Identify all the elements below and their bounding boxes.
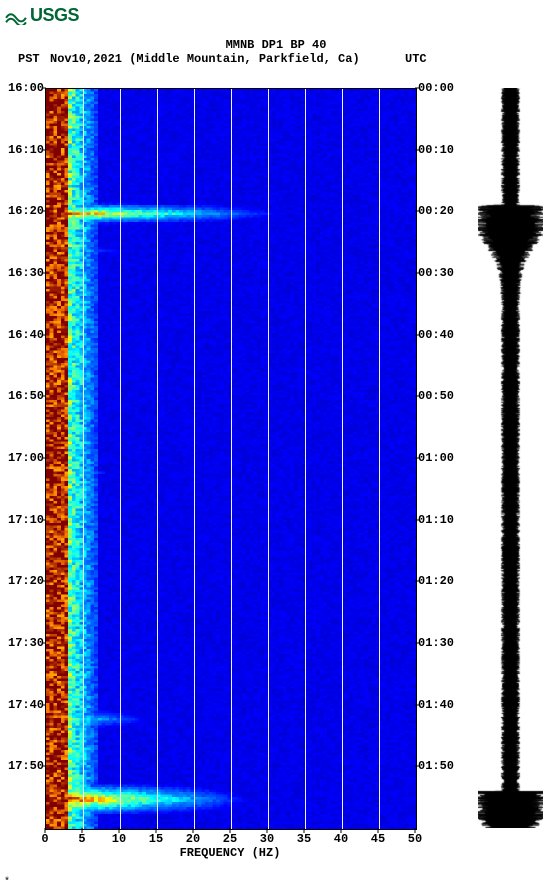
tick — [42, 766, 46, 767]
ytick-right: 01:50 — [418, 759, 458, 773]
spectrogram-plot — [45, 88, 417, 830]
xtick: 25 — [223, 832, 237, 846]
ytick-left: 17:10 — [8, 513, 44, 527]
tick — [42, 396, 46, 397]
xtick: 40 — [334, 832, 348, 846]
usgs-logo: USGS — [5, 5, 79, 26]
tick — [415, 273, 419, 274]
xtick: 0 — [41, 832, 48, 846]
tick — [415, 519, 419, 520]
tick — [415, 149, 419, 150]
gridline — [120, 89, 121, 829]
xtick: 50 — [408, 832, 422, 846]
pst-label: PST — [18, 52, 40, 66]
xtick: 35 — [297, 832, 311, 846]
ytick-left: 17:00 — [8, 451, 44, 465]
tick — [415, 211, 419, 212]
ytick-right: 01:40 — [418, 698, 458, 712]
gridline — [379, 89, 380, 829]
ytick-left: 16:30 — [8, 266, 44, 280]
tick — [42, 273, 46, 274]
ytick-left: 16:50 — [8, 389, 44, 403]
ytick-right: 01:10 — [418, 513, 458, 527]
wave-icon — [5, 7, 27, 25]
gridline — [342, 89, 343, 829]
ytick-right: 00:30 — [418, 266, 458, 280]
tick — [415, 766, 419, 767]
ytick-left: 16:10 — [8, 143, 44, 157]
chart-title: MMNB DP1 BP 40 — [0, 38, 552, 52]
tick — [42, 458, 46, 459]
xtick: 20 — [186, 832, 200, 846]
gridline — [83, 89, 84, 829]
tick — [42, 88, 46, 89]
ytick-left: 16:00 — [8, 81, 44, 95]
xtick: 45 — [371, 832, 385, 846]
tick — [415, 396, 419, 397]
ytick-right: 00:10 — [418, 143, 458, 157]
tick — [42, 334, 46, 335]
ytick-left: 16:40 — [8, 328, 44, 342]
ytick-left: 17:40 — [8, 698, 44, 712]
xtick: 10 — [112, 832, 126, 846]
gridline — [231, 89, 232, 829]
ytick-left: 16:20 — [8, 204, 44, 218]
footer-mark: * — [4, 877, 10, 888]
gridline — [305, 89, 306, 829]
tick — [45, 828, 46, 833]
xtick: 30 — [260, 832, 274, 846]
tick — [42, 581, 46, 582]
waveform-canvas — [478, 88, 543, 828]
tick — [42, 643, 46, 644]
gridline — [268, 89, 269, 829]
tick — [42, 149, 46, 150]
logo-text: USGS — [30, 5, 79, 26]
waveform-plot — [478, 88, 543, 828]
tick — [415, 458, 419, 459]
ytick-right: 01:20 — [418, 574, 458, 588]
location-label: Nov10,2021 (Middle Mountain, Parkfield, … — [50, 52, 360, 66]
ytick-left: 17:30 — [8, 636, 44, 650]
x-axis-label: FREQUENCY (HZ) — [45, 846, 415, 860]
xtick: 5 — [78, 832, 85, 846]
ytick-right: 00:20 — [418, 204, 458, 218]
ytick-right: 01:30 — [418, 636, 458, 650]
ytick-left: 17:50 — [8, 759, 44, 773]
ytick-left: 17:20 — [8, 574, 44, 588]
ytick-right: 00:00 — [418, 81, 458, 95]
ytick-right: 01:00 — [418, 451, 458, 465]
tick — [415, 643, 419, 644]
tick — [415, 334, 419, 335]
tick — [415, 581, 419, 582]
ytick-right: 00:50 — [418, 389, 458, 403]
tick — [415, 828, 416, 833]
ytick-right: 00:40 — [418, 328, 458, 342]
gridline — [157, 89, 158, 829]
tick — [42, 211, 46, 212]
utc-label: UTC — [405, 52, 427, 66]
tick — [415, 88, 419, 89]
tick — [415, 704, 419, 705]
tick — [42, 704, 46, 705]
tick — [42, 519, 46, 520]
gridline — [194, 89, 195, 829]
xtick: 15 — [149, 832, 163, 846]
